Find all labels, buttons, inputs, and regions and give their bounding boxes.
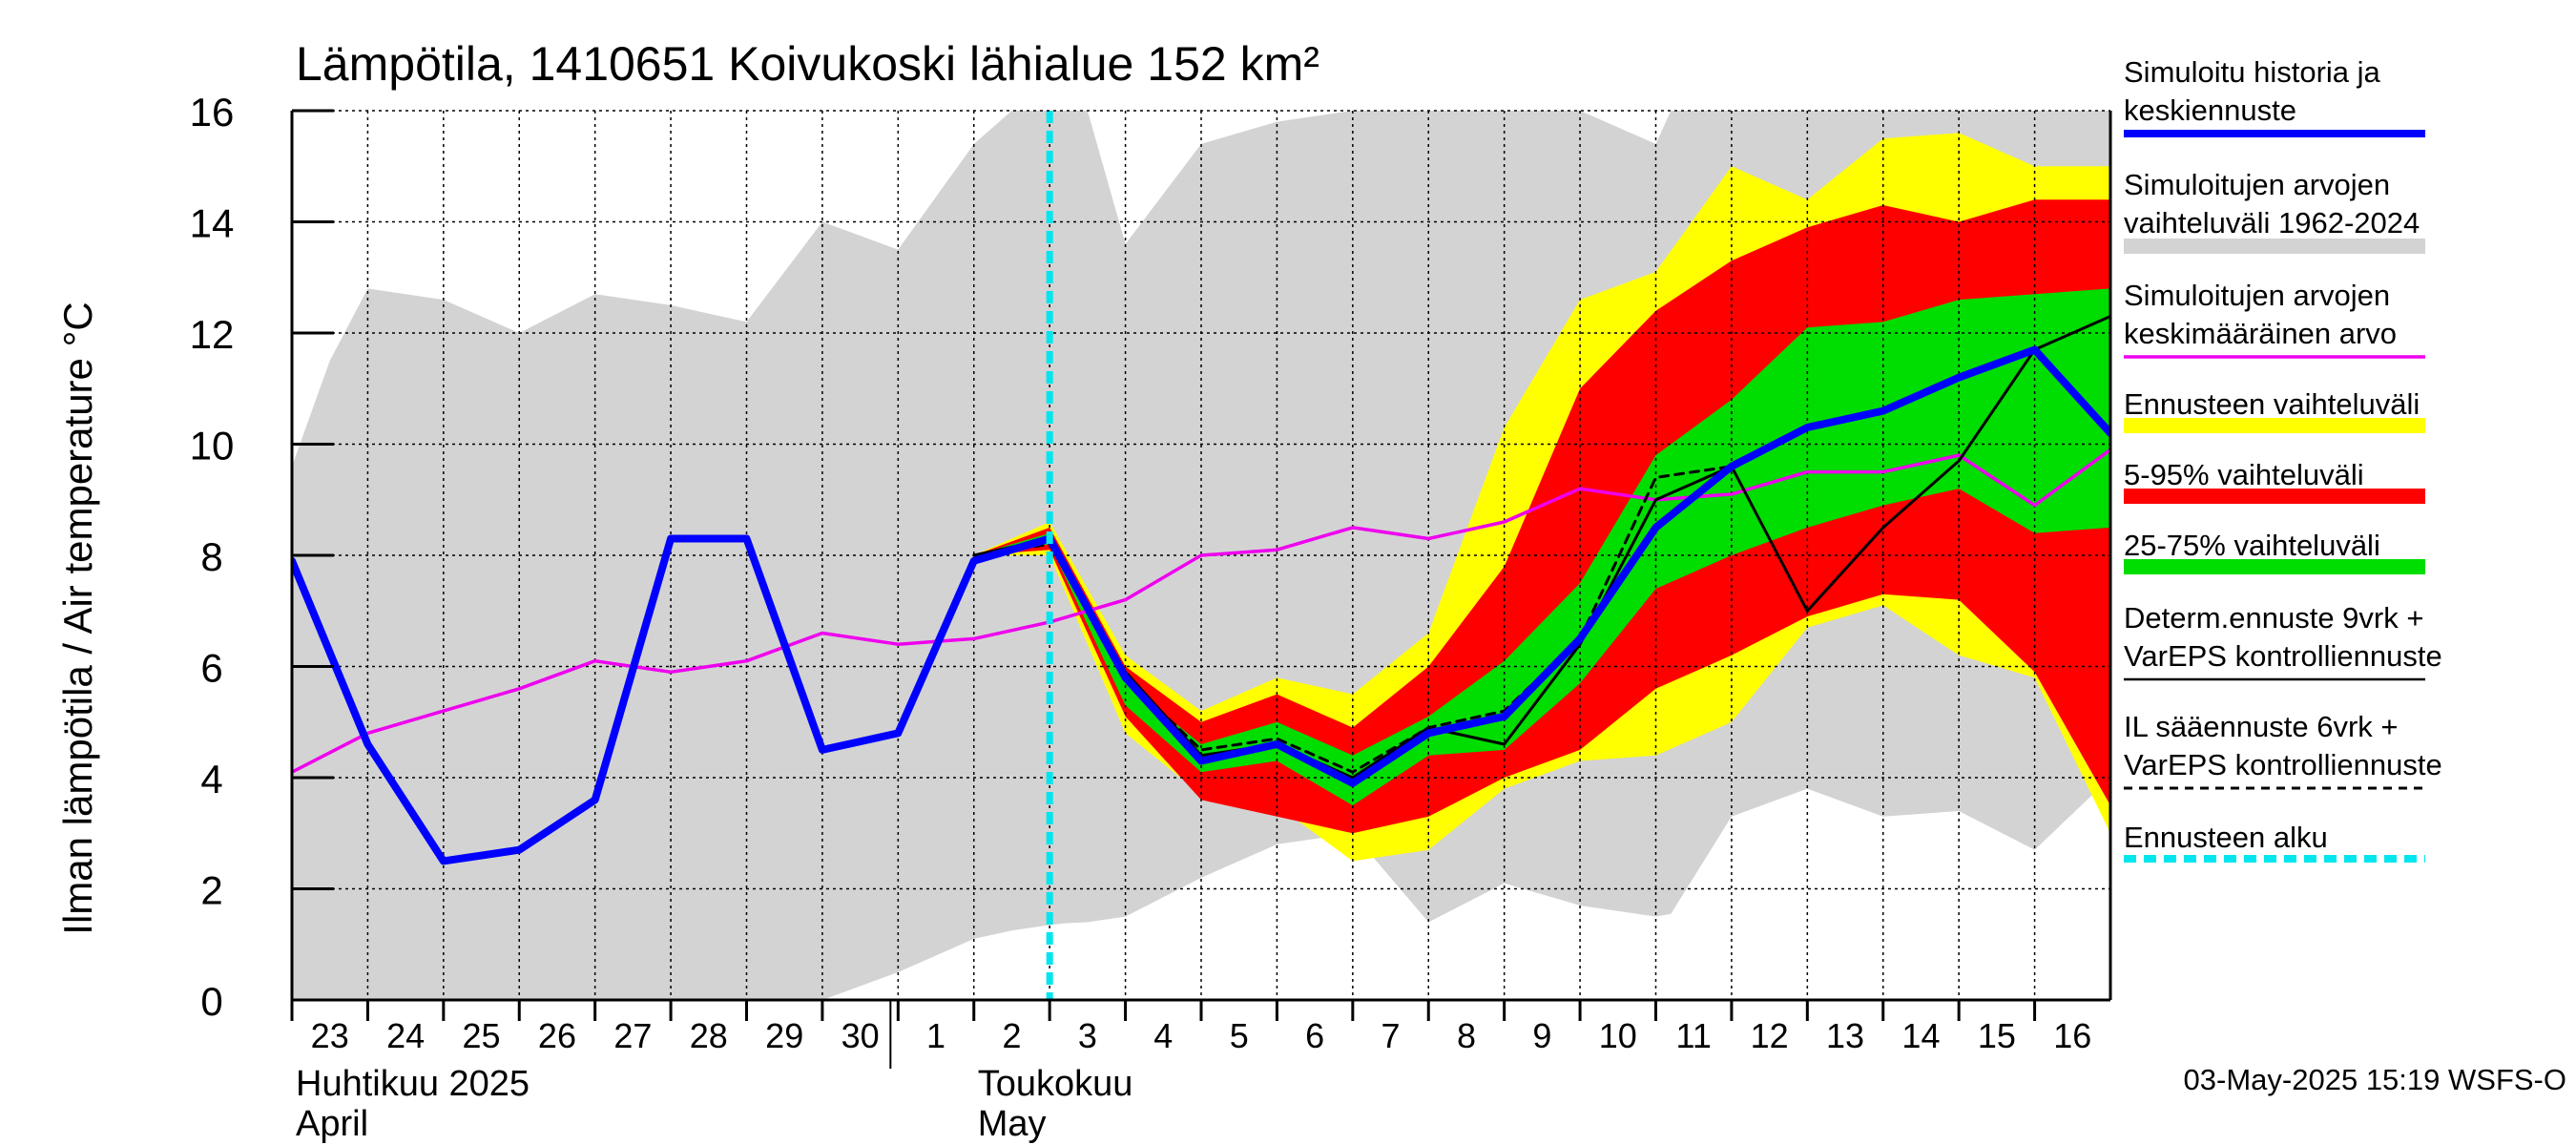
x-tick-label: 28 bbox=[690, 1016, 728, 1055]
y-axis-label: Ilman lämpötila / Air temperature °C bbox=[55, 302, 100, 934]
legend: Simuloitu historia jakeskiennusteSimuloi… bbox=[2124, 55, 2442, 863]
x-tick-label: 11 bbox=[1676, 1016, 1712, 1055]
month-label-en: May bbox=[978, 1104, 1047, 1144]
x-tick-label: 16 bbox=[2053, 1016, 2091, 1055]
y-tick-label: 0 bbox=[200, 979, 222, 1024]
legend-text: Simuloitujen arvojen bbox=[2124, 279, 2390, 312]
y-tick-label: 10 bbox=[190, 424, 235, 468]
x-tick-label: 10 bbox=[1599, 1016, 1637, 1055]
legend-text: vaihteluväli 1962-2024 bbox=[2124, 206, 2420, 239]
legend-text: Ennusteen vaihteluväli bbox=[2124, 387, 2420, 421]
legend-item: 5-95% vaihteluväli bbox=[2124, 458, 2425, 504]
series-layer bbox=[292, 111, 2110, 1000]
legend-text: IL sääennuste 6vrk + bbox=[2124, 710, 2399, 743]
legend-text: keskimääräinen arvo bbox=[2124, 317, 2397, 350]
legend-text: Ennusteen alku bbox=[2124, 821, 2328, 854]
chart-title: Lämpötila, 1410651 Koivukoski lähialue 1… bbox=[296, 37, 1319, 91]
x-tick-label: 26 bbox=[538, 1016, 576, 1055]
x-tick-label: 29 bbox=[765, 1016, 803, 1055]
legend-item: IL sääennuste 6vrk + VarEPS kontrollienn… bbox=[2124, 710, 2442, 790]
x-tick-label: 8 bbox=[1457, 1016, 1476, 1055]
x-tick-label: 4 bbox=[1153, 1016, 1173, 1055]
legend-text: keskiennuste bbox=[2124, 94, 2296, 127]
timestamp: 03-May-2025 15:19 WSFS-O bbox=[2184, 1063, 2566, 1096]
x-tick-label: 23 bbox=[311, 1016, 349, 1055]
legend-text: VarEPS kontrolliennuste bbox=[2124, 639, 2442, 673]
x-tick-label: 1 bbox=[926, 1016, 945, 1055]
x-tick-label: 30 bbox=[841, 1016, 880, 1055]
x-tick-label: 3 bbox=[1078, 1016, 1097, 1055]
month-label: Toukokuu bbox=[978, 1064, 1133, 1104]
x-tick-label: 6 bbox=[1305, 1016, 1324, 1055]
legend-item: Simuloitujen arvojen vaihteluväli 1962-20… bbox=[2124, 168, 2425, 254]
x-tick-label: 25 bbox=[463, 1016, 501, 1055]
month-label-en: April bbox=[296, 1104, 368, 1144]
legend-text: VarEPS kontrolliennuste bbox=[2124, 748, 2442, 781]
y-tick-label: 16 bbox=[190, 90, 235, 135]
x-tick-label: 9 bbox=[1532, 1016, 1551, 1055]
legend-text: Simuloitu historia ja bbox=[2124, 55, 2381, 89]
band-3 bbox=[973, 288, 2110, 806]
x-tick-label: 13 bbox=[1826, 1016, 1864, 1055]
y-tick-label: 6 bbox=[200, 646, 222, 691]
legend-text: Simuloitujen arvojen bbox=[2124, 168, 2390, 201]
legend-text: 5-95% vaihteluväli bbox=[2124, 458, 2364, 491]
x-tick-label: 14 bbox=[1901, 1016, 1940, 1055]
x-tick-label: 5 bbox=[1230, 1016, 1249, 1055]
x-tick-label: 12 bbox=[1751, 1016, 1789, 1055]
legend-item: Ennusteen alku bbox=[2124, 821, 2425, 863]
legend-item: Simuloitu historia ja keskiennuste bbox=[2124, 55, 2425, 137]
legend-item: Simuloitujen arvojen keskimääräinen arvo bbox=[2124, 279, 2425, 359]
y-tick-label: 14 bbox=[190, 201, 235, 246]
x-tick-label: 15 bbox=[1978, 1016, 2016, 1055]
series-line-1 bbox=[972, 465, 1734, 774]
legend-item: Ennusteen vaihteluväli bbox=[2124, 387, 2425, 433]
x-tick-label: 24 bbox=[386, 1016, 425, 1055]
legend-item: 25-75% vaihteluväli bbox=[2124, 529, 2425, 574]
y-tick-label: 12 bbox=[190, 312, 235, 357]
month-label: Huhtikuu 2025 bbox=[296, 1064, 530, 1104]
series-line-3 bbox=[292, 345, 2110, 865]
legend-text: 25-75% vaihteluväli bbox=[2124, 529, 2380, 562]
x-tick-label: 2 bbox=[1002, 1016, 1021, 1055]
x-tick-label: 7 bbox=[1381, 1016, 1401, 1055]
legend-item: Determ.ennuste 9vrk + VarEPS kontrollienn… bbox=[2124, 601, 2442, 681]
y-tick-label: 2 bbox=[200, 868, 222, 913]
series-line-0 bbox=[292, 448, 2110, 774]
y-tick-label: 8 bbox=[200, 534, 222, 579]
x-tick-label: 27 bbox=[613, 1016, 652, 1055]
y-tick-label: 4 bbox=[200, 757, 222, 802]
legend-text: Determ.ennuste 9vrk + bbox=[2124, 601, 2423, 635]
